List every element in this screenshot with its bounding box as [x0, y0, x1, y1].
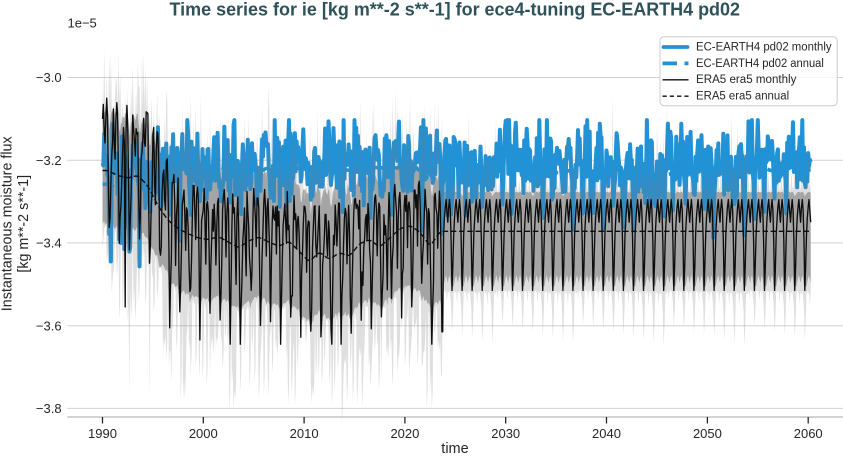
svg-text:ERA5 era5 annual: ERA5 era5 annual — [696, 91, 789, 103]
svg-text:EC-EARTH4 pd02 annual: EC-EARTH4 pd02 annual — [696, 58, 824, 70]
svg-text:2030: 2030 — [491, 426, 520, 441]
svg-text:2060: 2060 — [794, 426, 823, 441]
svg-text:Time series for ie [kg m**-2 s: Time series for ie [kg m**-2 s**-1] for … — [170, 0, 741, 20]
svg-text:2040: 2040 — [592, 426, 621, 441]
svg-text:1e−5: 1e−5 — [68, 16, 97, 31]
svg-text:2050: 2050 — [693, 426, 722, 441]
svg-text:[kg m**-2 s**-1]: [kg m**-2 s**-1] — [16, 175, 32, 273]
svg-text:2010: 2010 — [290, 426, 319, 441]
svg-text:−3.6: −3.6 — [36, 318, 62, 333]
svg-text:2000: 2000 — [189, 426, 218, 441]
svg-text:1990: 1990 — [88, 426, 117, 441]
svg-text:EC-EARTH4 pd02 monthly: EC-EARTH4 pd02 monthly — [696, 41, 832, 53]
svg-text:Instantaneous moisture flux: Instantaneous moisture flux — [0, 136, 16, 311]
svg-text:2020: 2020 — [390, 426, 419, 441]
svg-text:−3.0: −3.0 — [36, 70, 62, 85]
svg-text:ERA5 era5 monthly: ERA5 era5 monthly — [696, 74, 797, 86]
svg-text:−3.2: −3.2 — [36, 153, 62, 168]
svg-text:−3.8: −3.8 — [36, 401, 62, 416]
svg-text:time: time — [441, 441, 468, 457]
svg-text:−3.4: −3.4 — [36, 236, 62, 251]
